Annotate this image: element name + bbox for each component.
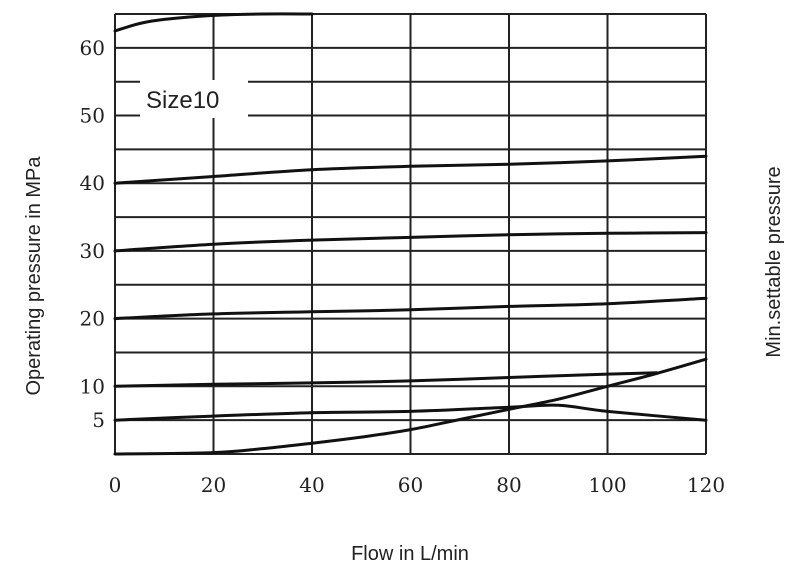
x-tick-labels: 0 20 40 60 80 100 120 [109,473,725,497]
curve-3 [113,231,708,253]
y-axis-title: Operating pressure in MPa [23,156,45,396]
right-axis-title: Min.settable pressure [763,166,785,357]
pressure-curves [113,12,708,456]
y-tick-label: 10 [80,374,105,398]
y-tick-label: 60 [80,36,105,60]
size-label: Size10 [146,87,219,114]
x-tick-label: 40 [299,473,324,497]
curve-1 [113,12,314,33]
y-tick-label: 20 [80,307,105,331]
x-tick-label: 120 [687,473,725,497]
y-tick-label: 30 [80,239,105,263]
curve-5 [113,371,659,388]
x-tick-label: 20 [201,473,226,497]
curve-6 [113,403,708,422]
y-tick-labels: 5 10 20 30 40 50 60 [80,36,105,432]
x-tick-label: 100 [588,473,626,497]
size-label-background [140,80,248,118]
x-tick-label: 80 [496,473,521,497]
y-tick-label: 40 [80,171,105,195]
y-tick-label: 5 [92,408,105,432]
curve-7 [113,357,708,456]
y-tick-label: 50 [80,104,105,128]
curve-2 [113,154,708,185]
x-tick-label: 0 [109,473,122,497]
x-axis-title: Flow in L/min [351,543,469,565]
curve-4 [113,296,708,321]
x-tick-label: 60 [398,473,423,497]
